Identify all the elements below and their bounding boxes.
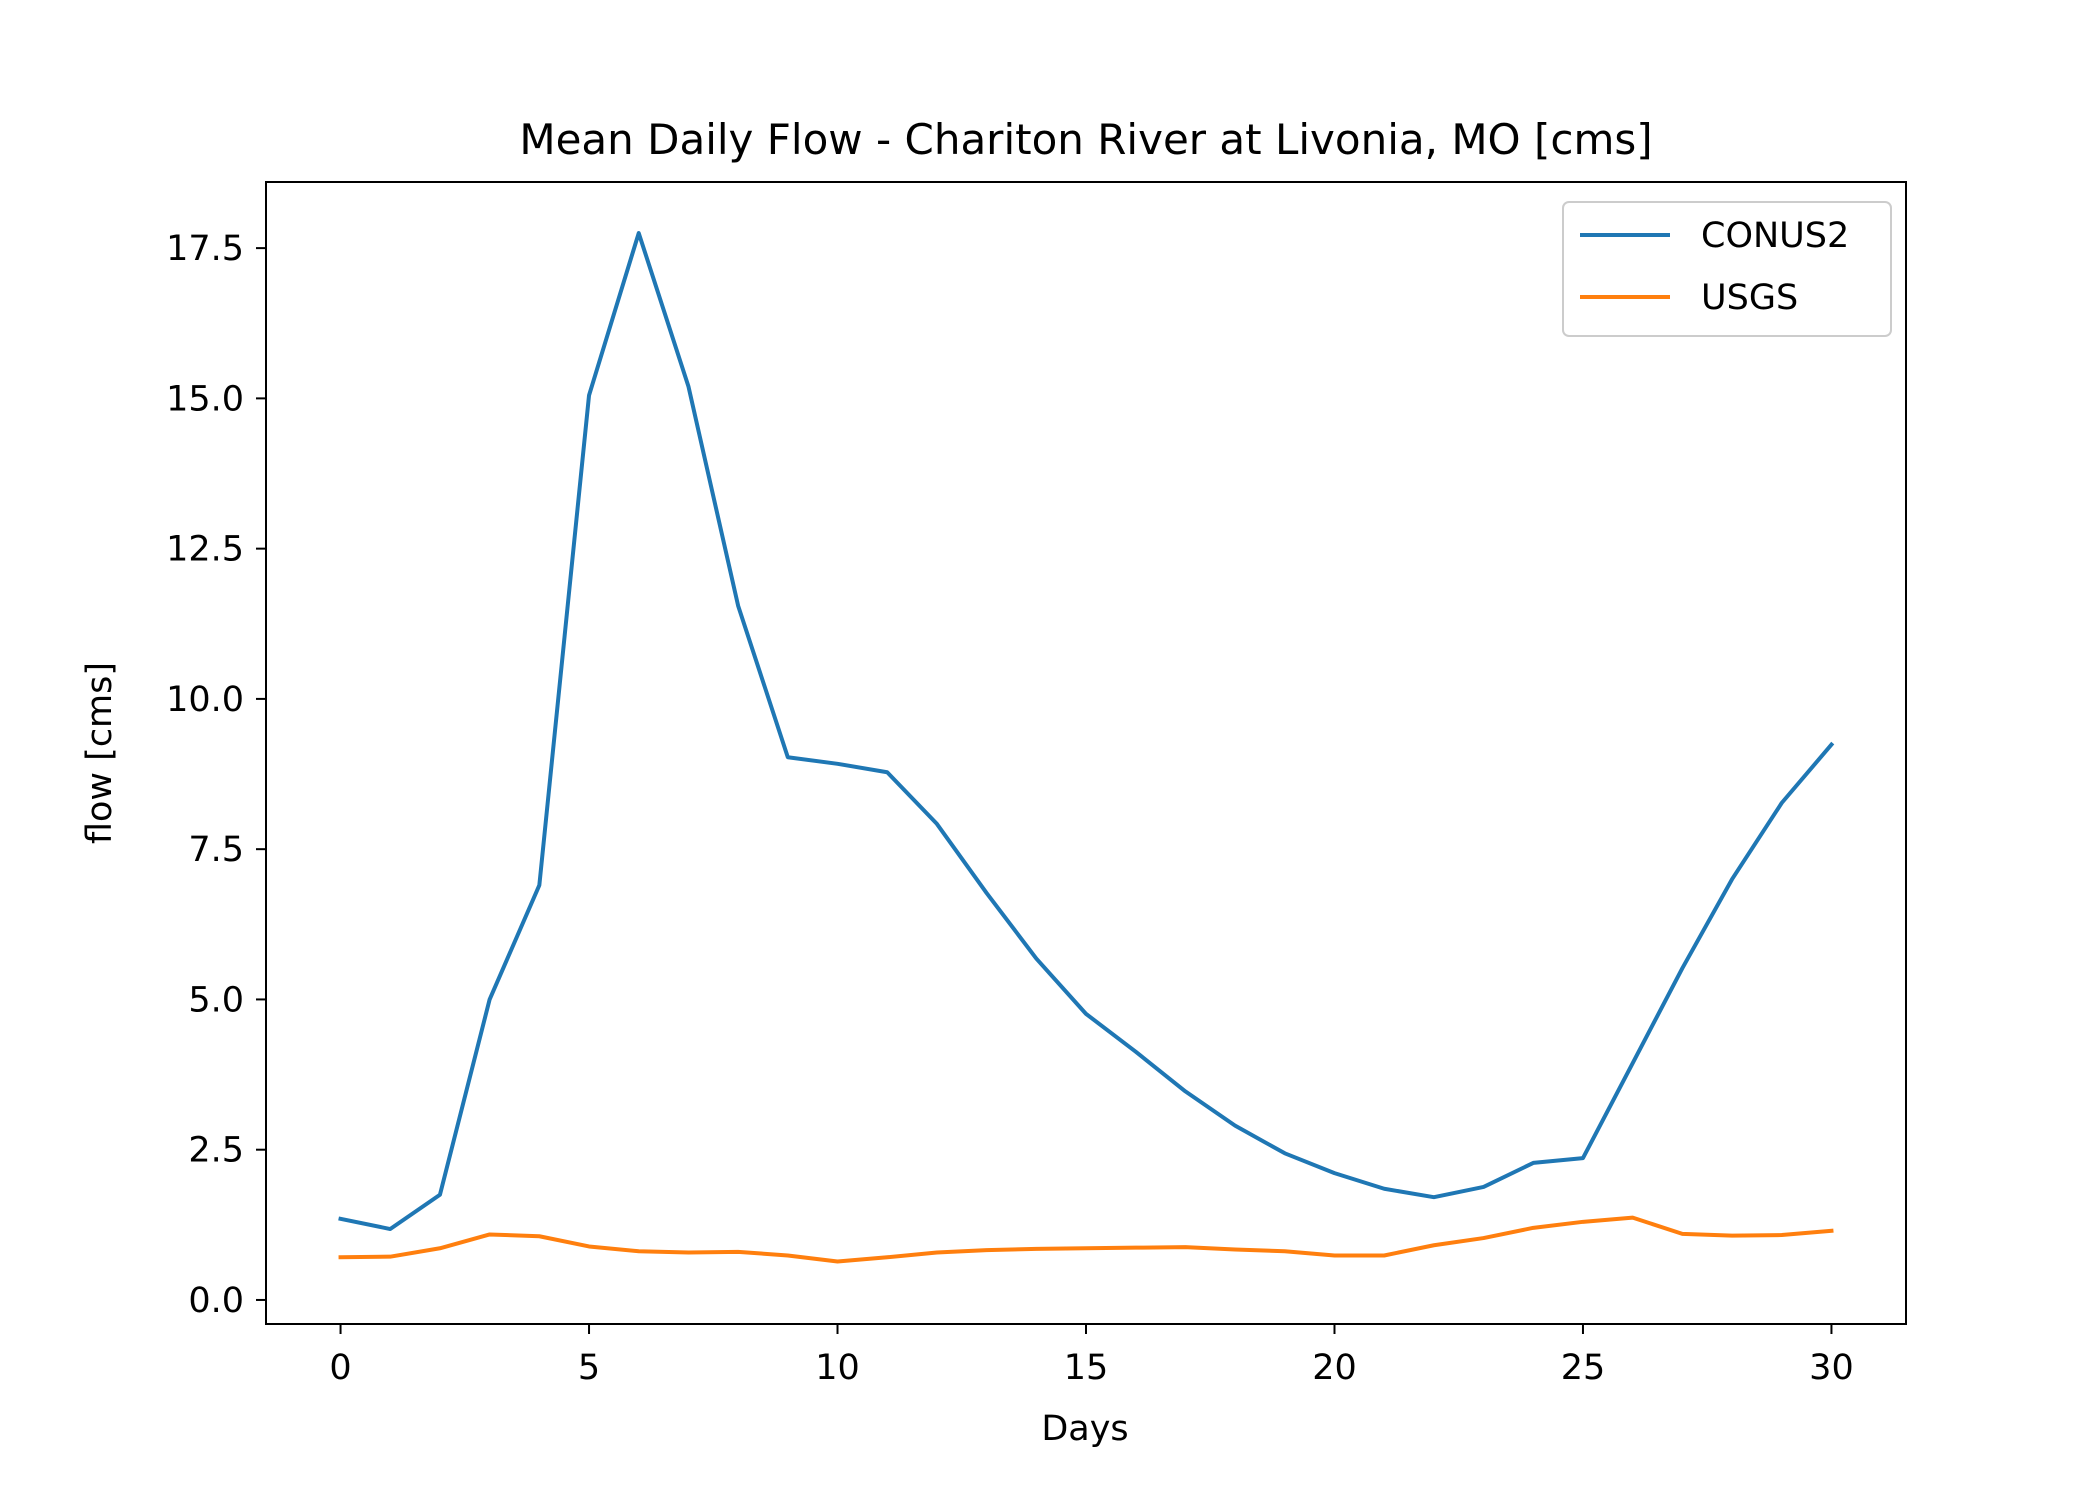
y-tick-label: 0.0 [188, 1281, 244, 1321]
x-axis-label: Days [1041, 1409, 1128, 1449]
y-ticks: 0.0 2.5 5.0 7.5 10.0 12.5 15.0 17.5 [166, 229, 266, 1321]
series-layer [338, 231, 1835, 1264]
y-tick-label: 2.5 [188, 1131, 244, 1171]
x-tick-label: 25 [1561, 1348, 1606, 1388]
plot-frame [265, 181, 1907, 1325]
x-ticks: 0 5 10 15 20 25 30 [329, 1324, 1854, 1388]
y-tick-label: 5.0 [188, 980, 244, 1020]
y-tick-label: 10.0 [166, 680, 244, 720]
x-tick-label: 15 [1064, 1348, 1109, 1388]
y-tick-label: 7.5 [188, 830, 244, 870]
y-tick-label: 15.0 [166, 379, 244, 419]
x-tick-label: 0 [329, 1348, 351, 1388]
x-tick-label: 30 [1809, 1348, 1854, 1388]
x-tick-label: 10 [815, 1348, 860, 1388]
y-tick-label: 12.5 [166, 530, 244, 570]
x-tick-label: 20 [1312, 1348, 1357, 1388]
legend: CONUS2 USGS [1562, 201, 1892, 337]
legend-label-usgs: USGS [1701, 278, 1798, 318]
chart-title: Mean Daily Flow - Chariton River at Livo… [519, 115, 1652, 164]
y-tick-label: 17.5 [166, 229, 244, 269]
series-line-conus2 [338, 231, 1835, 1232]
legend-label-conus2: CONUS2 [1701, 216, 1849, 256]
x-tick-label: 5 [578, 1348, 600, 1388]
series-line-usgs [338, 1215, 1834, 1264]
y-axis-label: flow [cms] [80, 662, 120, 844]
